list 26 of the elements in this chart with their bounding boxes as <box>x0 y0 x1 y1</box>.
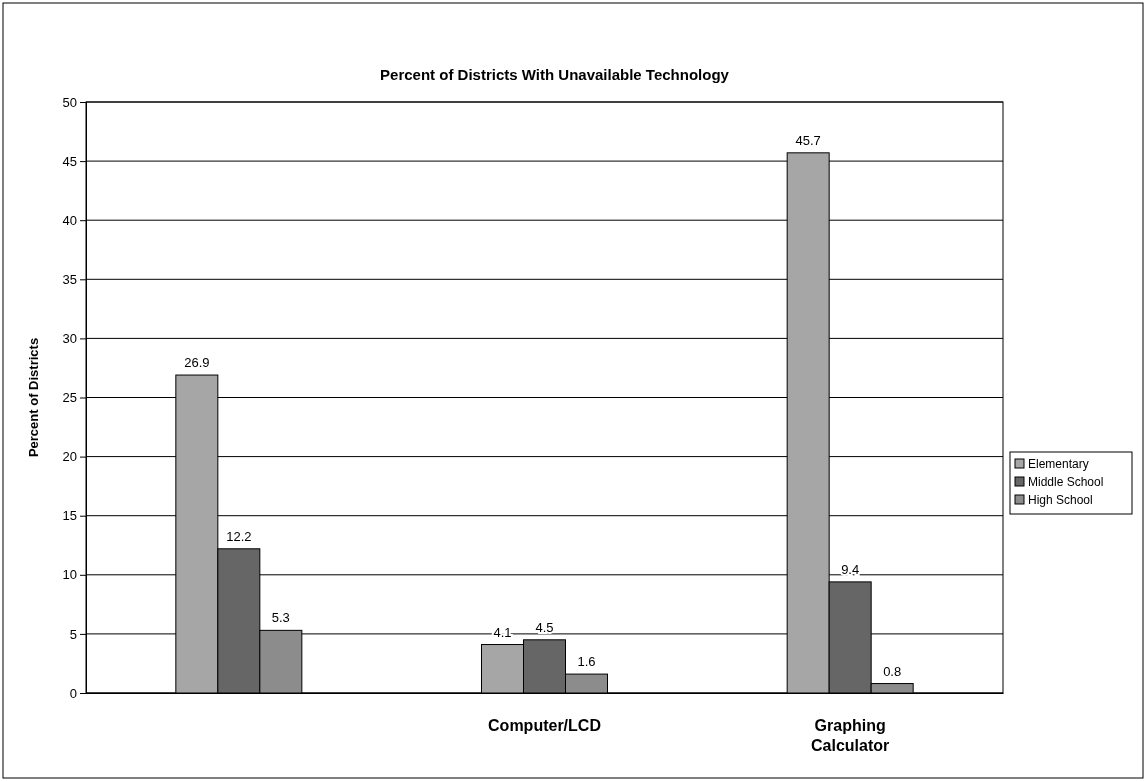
data-label: 45.7 <box>795 132 821 148</box>
data-label: 1.6 <box>577 654 596 670</box>
y-tick-label: 40 <box>62 212 77 228</box>
legend-label: Middle School <box>1028 475 1104 489</box>
y-tick-label: 15 <box>62 508 77 524</box>
y-tick-label: 45 <box>62 153 77 169</box>
y-tick-label: 35 <box>62 271 77 287</box>
data-label: 26.9 <box>184 355 210 371</box>
data-label: 9.4 <box>841 561 860 577</box>
y-tick-label: 50 <box>62 94 77 110</box>
y-tick-label: 30 <box>62 331 77 347</box>
data-label: 4.5 <box>535 619 554 635</box>
y-tick-label: 20 <box>62 449 77 465</box>
data-label: 0.8 <box>883 663 902 679</box>
chart-title: Percent of Districts With Unavailable Technology <box>380 66 730 83</box>
legend-label: High School <box>1028 493 1093 507</box>
legend-label: Elementary <box>1028 457 1089 471</box>
y-tick-label: 0 <box>69 685 77 701</box>
y-axis-title: Percent of Districts <box>26 337 41 458</box>
y-tick-label: 5 <box>69 626 77 642</box>
data-label: 5.3 <box>271 610 290 626</box>
y-tick-label: 25 <box>62 390 77 406</box>
x-tick-label: Graphing Calculator <box>811 717 890 754</box>
x-tick-label: Computer/LCD <box>488 717 601 734</box>
y-tick-label: 10 <box>62 567 77 583</box>
data-label: 12.2 <box>226 528 252 544</box>
